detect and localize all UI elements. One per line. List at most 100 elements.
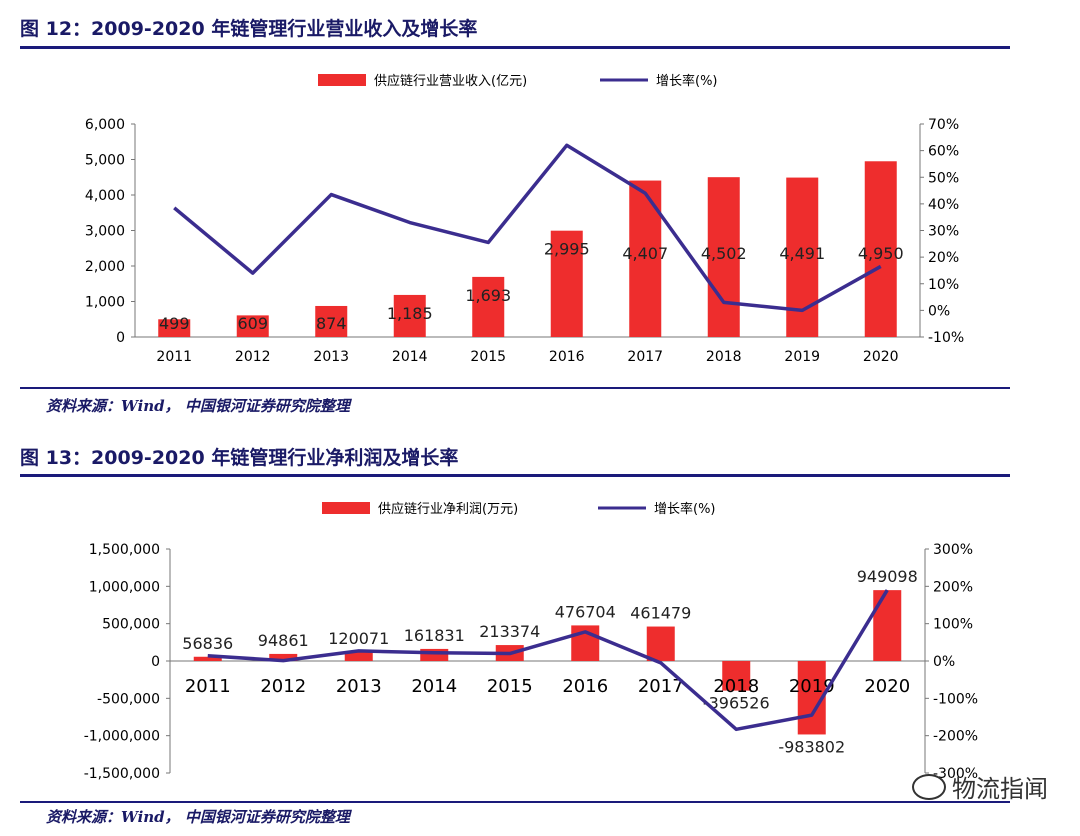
legend-bar-swatch (322, 502, 370, 514)
left-tick-label: 1,000,000 (89, 579, 160, 595)
right-tick-label: 0% (928, 303, 950, 319)
bar-2016 (550, 230, 583, 337)
bar-label-2016: 2,995 (544, 240, 590, 259)
bar-label-2020: 949098 (857, 567, 918, 586)
figure-13-bottom-rule (20, 801, 1010, 803)
left-tick-label: 5,000 (85, 153, 125, 169)
growth-rate-line (207, 589, 889, 732)
legend-bar-label: 供应链行业净利润(万元) (378, 501, 518, 517)
bar-2011 (158, 319, 191, 337)
right-tick-label: -200% (933, 729, 978, 745)
category-label-2014: 2014 (392, 349, 428, 365)
left-tick-label: -1,000,000 (84, 729, 160, 745)
bar-label-2016: 476704 (555, 602, 616, 621)
left-tick-label: -1,500,000 (84, 766, 160, 782)
figure-13-top-rule (20, 474, 1010, 477)
bar-2011 (193, 656, 222, 661)
right-tick-label: -300% (933, 766, 978, 782)
category-label-2014: 2014 (411, 676, 457, 697)
right-tick-label: 40% (928, 197, 959, 213)
figure-12-source: 资料来源：Wind， 中国银河证券研究院整理 (46, 397, 350, 415)
figure-12-bottom-rule (20, 387, 1010, 389)
right-tick-label: 60% (928, 144, 959, 160)
figure-13-source: 资料来源：Wind， 中国银河证券研究院整理 (46, 808, 350, 826)
bar-2017 (646, 626, 675, 661)
right-tick-label: 50% (928, 170, 959, 186)
legend-line-label: 增长率(%) (656, 73, 718, 89)
growth-rate-line (173, 143, 882, 313)
right-tick-label: -10% (928, 330, 964, 346)
bar-label-2019: 4,491 (779, 244, 825, 263)
category-label-2020: 2020 (863, 349, 899, 365)
figure-12-title: 图 12：2009-2020 年链管理行业营业收入及增长率 (20, 18, 478, 40)
watermark: 物流指闻 (912, 769, 1048, 804)
left-tick-label: 0 (116, 330, 125, 346)
bar-label-2013: 874 (316, 314, 347, 333)
right-tick-label: 200% (933, 579, 973, 595)
category-label-2012: 2012 (235, 349, 271, 365)
bar-label-2017: 4,407 (622, 244, 668, 263)
left-tick-label: 3,000 (85, 224, 125, 240)
legend-line-label: 增长率(%) (654, 501, 716, 517)
category-label-2017: 2017 (638, 676, 684, 697)
wechat-icon (912, 773, 946, 800)
category-label-2015: 2015 (470, 349, 506, 365)
bar-label-2015: 213374 (479, 622, 540, 641)
bar-2020 (873, 590, 902, 661)
right-tick-label: 10% (928, 277, 959, 293)
category-label-2016: 2016 (562, 676, 608, 697)
bar-2018 (707, 177, 740, 337)
bar-label-2012: 94861 (258, 631, 309, 650)
category-label-2019: 2019 (784, 349, 820, 365)
category-label-2013: 2013 (336, 676, 382, 697)
bar-label-2019: -983802 (778, 737, 845, 756)
bar-label-2015: 1,693 (465, 286, 511, 305)
bar-2014 (393, 294, 426, 337)
category-label-2015: 2015 (487, 676, 533, 697)
bar-2012 (236, 315, 269, 337)
right-tick-label: 300% (933, 542, 973, 558)
left-tick-label: 6,000 (85, 117, 125, 133)
bar-label-2011: 56836 (182, 634, 233, 653)
left-tick-label: 2,000 (85, 259, 125, 275)
right-tick-label: 100% (933, 617, 973, 633)
left-tick-label: -500,000 (97, 691, 160, 707)
watermark-text: 物流指闻 (952, 775, 1048, 803)
category-label-2011: 2011 (185, 676, 231, 697)
bar-2020 (864, 161, 897, 337)
bar-label-2018: 4,502 (701, 244, 747, 263)
bar-2012 (269, 653, 298, 661)
left-tick-label: 1,500,000 (89, 542, 160, 558)
bar-label-2011: 499 (159, 314, 190, 333)
left-tick-label: 500,000 (102, 617, 160, 633)
bar-label-2018: -396526 (703, 694, 770, 713)
category-label-2019: 2019 (789, 676, 835, 697)
bar-label-2017: 461479 (630, 604, 691, 623)
bar-2013 (344, 652, 373, 661)
figure-12-top-rule (20, 46, 1010, 49)
bar-label-2020: 4,950 (858, 244, 904, 263)
category-label-2017: 2017 (627, 349, 663, 365)
bar-2015 (472, 276, 505, 337)
bar-2018 (722, 661, 751, 691)
left-tick-label: 4,000 (85, 188, 125, 204)
bar-2013 (315, 305, 348, 337)
category-label-2016: 2016 (549, 349, 585, 365)
net-profit-chart: 供应链行业净利润(万元) 增长率(%) -1,500,000 -1,000,000 -5… (84, 501, 978, 782)
category-label-2018: 2018 (706, 349, 742, 365)
category-label-2018: 2018 (713, 676, 759, 697)
category-label-2020: 2020 (864, 676, 910, 697)
legend-bar-label: 供应链行业营业收入(亿元) (374, 73, 527, 89)
right-tick-label: 0% (933, 654, 955, 670)
legend-bar-swatch (318, 74, 366, 86)
right-tick-label: 30% (928, 224, 959, 240)
right-tick-label: -100% (933, 691, 978, 707)
category-label-2011: 2011 (156, 349, 192, 365)
right-tick-label: 20% (928, 250, 959, 266)
category-label-2013: 2013 (313, 349, 349, 365)
category-label-2012: 2012 (260, 676, 306, 697)
bar-label-2013: 120071 (328, 629, 389, 648)
figure-13-title: 图 13：2009-2020 年链管理行业净利润及增长率 (20, 447, 459, 469)
left-tick-label: 0 (151, 654, 160, 670)
revenue-chart: 供应链行业营业收入(亿元) 增长率(%) 0 1,000 2,000 3,000 4,000… (85, 73, 964, 365)
